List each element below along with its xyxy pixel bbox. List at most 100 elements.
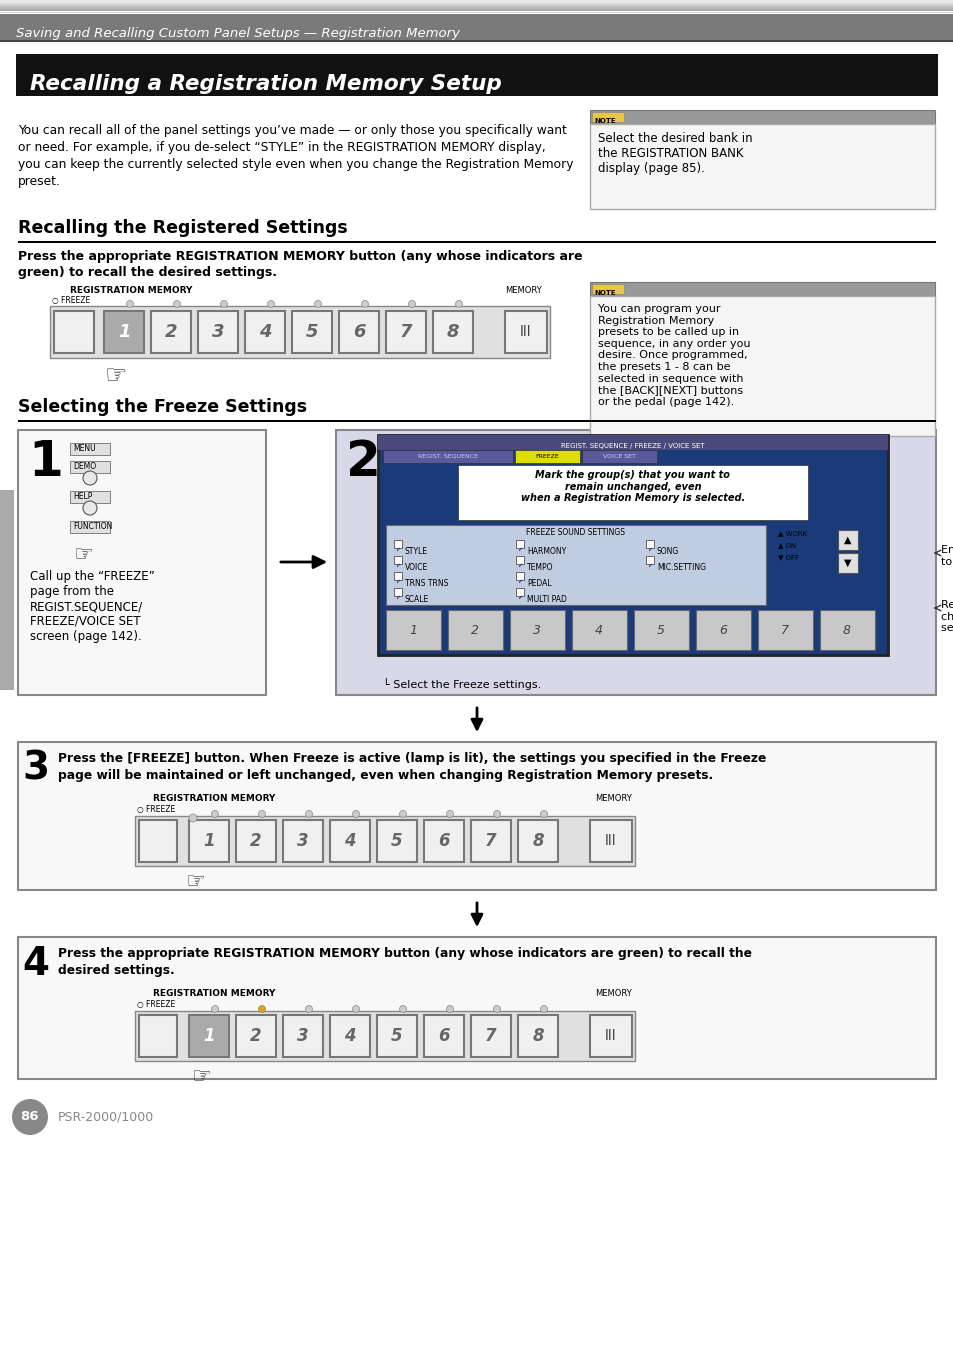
- Text: 4: 4: [344, 832, 355, 850]
- Bar: [471, 820, 511, 862]
- Text: MEMORY: MEMORY: [595, 794, 631, 802]
- Bar: [135, 816, 635, 866]
- Text: MIC.SETTING: MIC.SETTING: [657, 563, 705, 571]
- Bar: [198, 311, 237, 353]
- Text: 8: 8: [446, 323, 458, 340]
- Bar: [394, 571, 401, 580]
- Circle shape: [305, 1005, 313, 1012]
- Text: ▲: ▲: [843, 535, 851, 544]
- Text: Mark the group(s) that you want to
remain unchanged, even
when a Registration Me: Mark the group(s) that you want to remai…: [520, 470, 744, 503]
- Bar: [330, 1015, 370, 1056]
- Bar: [70, 443, 110, 455]
- Bar: [245, 311, 285, 353]
- Bar: [471, 1015, 511, 1056]
- Text: ○ FREEZE: ○ FREEZE: [52, 296, 91, 305]
- Text: You can recall all of the panel settings you’ve made — or only those you specifi: You can recall all of the panel settings…: [18, 124, 566, 136]
- Circle shape: [540, 811, 547, 817]
- Bar: [645, 540, 654, 549]
- Bar: [18, 420, 935, 422]
- Bar: [517, 820, 558, 862]
- Circle shape: [352, 1005, 359, 1012]
- Text: 3: 3: [22, 750, 49, 788]
- Circle shape: [399, 811, 406, 817]
- Bar: [448, 611, 502, 650]
- Text: green) to recall the desired settings.: green) to recall the desired settings.: [18, 266, 276, 280]
- Bar: [18, 938, 935, 1079]
- Text: or need. For example, if you de-select “STYLE” in the REGISTRATION MEMORY displa: or need. For example, if you de-select “…: [18, 141, 545, 154]
- Text: FREEZE SOUND SETTINGS: FREEZE SOUND SETTINGS: [526, 528, 625, 536]
- Circle shape: [212, 1005, 218, 1012]
- Bar: [16, 54, 937, 96]
- Circle shape: [12, 1098, 48, 1135]
- Text: ▲ WORK: ▲ WORK: [778, 530, 806, 536]
- Text: REGISTRATION MEMORY: REGISTRATION MEMORY: [70, 286, 193, 295]
- Bar: [592, 112, 623, 122]
- Bar: [516, 540, 523, 549]
- Text: HARMONY: HARMONY: [526, 547, 566, 557]
- Bar: [18, 240, 935, 242]
- Bar: [104, 311, 144, 353]
- Text: 6: 6: [437, 832, 450, 850]
- Text: page will be maintained or left unchanged, even when changing Registration Memor: page will be maintained or left unchange…: [58, 769, 713, 782]
- Text: 1: 1: [28, 438, 63, 486]
- Text: 3: 3: [297, 1027, 309, 1046]
- Bar: [589, 1015, 631, 1056]
- Text: desired settings.: desired settings.: [58, 965, 174, 977]
- Bar: [382, 450, 513, 463]
- Circle shape: [352, 811, 359, 817]
- Text: ☞: ☞: [73, 544, 92, 565]
- Bar: [283, 1015, 323, 1056]
- Circle shape: [493, 811, 500, 817]
- Bar: [283, 820, 323, 862]
- Circle shape: [258, 1005, 265, 1012]
- Circle shape: [408, 300, 416, 308]
- Bar: [433, 311, 473, 353]
- Text: ▲ ON: ▲ ON: [778, 542, 796, 549]
- Bar: [292, 311, 332, 353]
- Bar: [0, 3, 953, 5]
- Circle shape: [314, 300, 321, 308]
- Text: Recalling a Registration Memory Setup: Recalling a Registration Memory Setup: [30, 74, 501, 95]
- Bar: [189, 1015, 229, 1056]
- Bar: [516, 571, 523, 580]
- Text: 1: 1: [203, 1027, 214, 1046]
- Circle shape: [189, 815, 196, 821]
- Text: MEMORY: MEMORY: [595, 989, 631, 998]
- Bar: [135, 1011, 635, 1061]
- Bar: [386, 311, 426, 353]
- Circle shape: [399, 1005, 406, 1012]
- Bar: [592, 284, 623, 295]
- Bar: [696, 611, 750, 650]
- Bar: [515, 450, 579, 463]
- Text: ▼: ▼: [843, 558, 851, 567]
- Text: Press the appropriate REGISTRATION MEMORY button (any whose indicators are: Press the appropriate REGISTRATION MEMOR…: [18, 250, 582, 263]
- Circle shape: [127, 300, 133, 308]
- Bar: [423, 820, 463, 862]
- Text: DEMO: DEMO: [73, 462, 96, 471]
- Bar: [589, 296, 934, 436]
- Bar: [394, 588, 401, 596]
- Text: ✓: ✓: [646, 547, 652, 553]
- Text: ✓: ✓: [517, 563, 521, 567]
- Text: 86: 86: [21, 1111, 39, 1124]
- Circle shape: [220, 300, 227, 308]
- Text: 7: 7: [399, 323, 412, 340]
- Text: PSR-2000/1000: PSR-2000/1000: [58, 1111, 154, 1124]
- Text: ✓: ✓: [517, 594, 521, 600]
- Bar: [18, 742, 935, 890]
- Text: ☞: ☞: [185, 871, 205, 892]
- Text: 2: 2: [165, 323, 177, 340]
- Text: 2: 2: [346, 438, 380, 486]
- Text: REGIST. SEQUENCE / FREEZE / VOICE SET: REGIST. SEQUENCE / FREEZE / VOICE SET: [560, 443, 704, 449]
- Bar: [0, 14, 953, 41]
- Text: 4: 4: [344, 1027, 355, 1046]
- Text: VOICE: VOICE: [405, 563, 428, 571]
- Text: ○ FREEZE: ○ FREEZE: [137, 805, 175, 815]
- Text: Press the appropriate REGISTRATION MEMORY button (any whose indicators are green: Press the appropriate REGISTRATION MEMOR…: [58, 947, 751, 961]
- Text: 7: 7: [485, 1027, 497, 1046]
- Bar: [0, 0, 953, 3]
- Circle shape: [446, 811, 453, 817]
- Text: you can keep the currently selected style even when you change the Registration : you can keep the currently selected styl…: [18, 158, 573, 172]
- Circle shape: [361, 300, 368, 308]
- Text: ✓: ✓: [395, 563, 400, 567]
